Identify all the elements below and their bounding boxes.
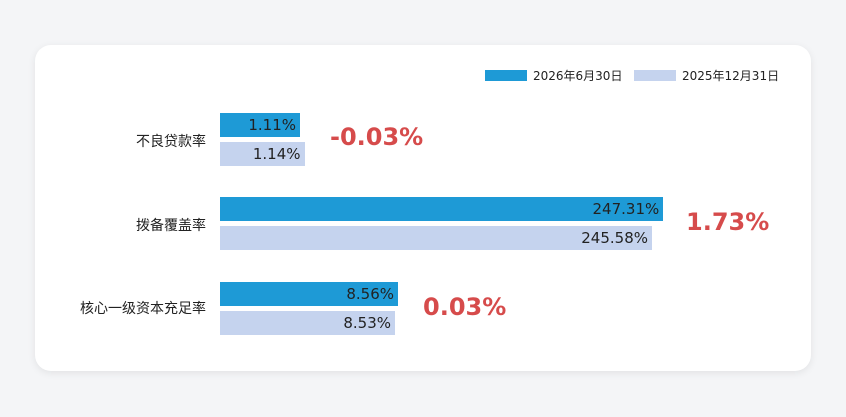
change-label: -0.03% (330, 123, 424, 151)
category-label: 不良贷款率 (136, 134, 206, 150)
data-label: 8.56% (346, 285, 394, 303)
change-label: 0.03% (423, 293, 507, 321)
category-label: 拨备覆盖率 (136, 218, 206, 234)
data-label: 1.14% (252, 145, 301, 163)
bar-2026 (220, 113, 300, 137)
category-label: 核心一级资本充足率 (80, 301, 206, 317)
legend-swatch-2026 (485, 69, 527, 81)
change-label: 1.73% (686, 208, 770, 236)
data-label: 1.11% (248, 116, 296, 134)
legend-label-2026: 2026年6月30日 (533, 68, 623, 83)
legend-label-2025: 2025年12月31日 (682, 68, 780, 83)
bar-2025 (220, 142, 305, 166)
bar-2026 (220, 282, 398, 306)
data-label: 8.53% (343, 314, 391, 332)
data-label: 247.31% (592, 200, 660, 218)
bar-2026 (220, 197, 664, 221)
bar-2025 (220, 311, 395, 335)
legend-item-2026: 2026年6月30日 (485, 68, 623, 83)
data-label: 245.58% (581, 229, 648, 247)
legend-item-2025: 2025年12月31日 (634, 68, 780, 83)
legend-swatch-2025 (634, 69, 676, 81)
bar-2025 (220, 226, 652, 250)
